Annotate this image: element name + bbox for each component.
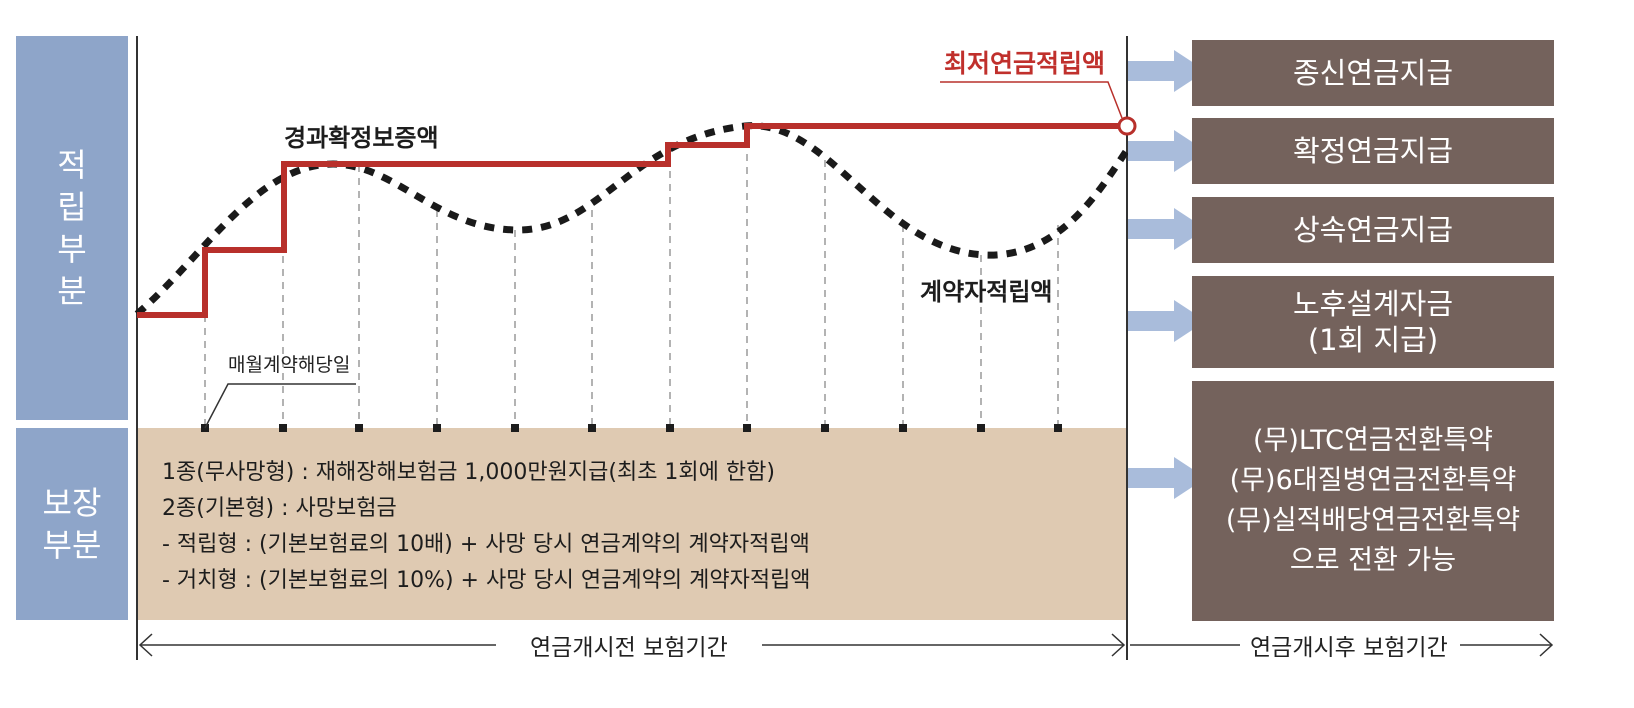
monthly-label-leader <box>204 383 356 429</box>
accumulation-char: 분 <box>57 272 87 310</box>
contractor-reserve-label: 계약자적립액 <box>920 278 1053 306</box>
payout-option-label: (무)실적배당연금전환특약 <box>1225 505 1521 536</box>
payout-option-label: 으로 전환 가능 <box>1289 545 1457 576</box>
min-annuity-reserve-label: 최저연금적립액 <box>944 49 1106 78</box>
accumulation-char: 립 <box>57 188 87 226</box>
anniversary-marker <box>588 424 596 432</box>
accumulation-char: 적 <box>57 146 87 184</box>
arrow-right-icon <box>1128 208 1206 250</box>
min-reserve-marker <box>1117 116 1137 136</box>
guarantee-label-line: 보장 <box>42 484 102 522</box>
anniversary-marker <box>666 424 674 432</box>
anniversary-marker <box>355 424 363 432</box>
anniversary-marker <box>743 424 751 432</box>
payout-option-rider-conversion: (무)LTC연금전환특약 (무)6대질병연금전환특약 (무)실적배당연금전환특약… <box>1192 381 1554 621</box>
contractor-reserve-curve <box>134 122 1130 317</box>
arrow-right-icon <box>1128 50 1206 92</box>
guarantee-step-line <box>137 123 1127 318</box>
post-annuity-period-label: 연금개시후 보험기간 <box>1250 635 1448 661</box>
anniversary-marker <box>433 424 441 432</box>
min-reserve-leader <box>940 81 1123 119</box>
post-period-arrow-head <box>1539 633 1554 657</box>
anniversary-marker <box>1054 424 1062 432</box>
payout-option-inheritance: 상속연금지급 <box>1192 197 1554 263</box>
anniversary-marker <box>899 424 907 432</box>
payout-option-label: (무)6대질병연금전환특약 <box>1229 465 1517 496</box>
guarantee-line: - 적립형 : (기본보험료의 10배) + 사망 당시 연금계약의 계약자적립… <box>162 532 810 557</box>
payout-option-fixed: 확정연금지급 <box>1192 118 1554 184</box>
interim-guarantee-label: 경과확정보증액 <box>284 124 439 152</box>
pre-period-arrow-right <box>1111 633 1126 657</box>
arrow-right-icon <box>1128 457 1206 499</box>
arrow-right-icon <box>1128 300 1206 342</box>
anniversary-marker <box>977 424 985 432</box>
payout-option-label: 확정연금지급 <box>1292 134 1454 168</box>
monthly-gridlines <box>204 128 1059 428</box>
accumulation-part-label: 적 립 부 분 <box>16 36 128 420</box>
guarantee-line: - 거치형 : (기본보험료의 10%) + 사망 당시 연금계약의 계약자적립… <box>162 568 811 593</box>
anniversary-marker <box>279 424 287 432</box>
guarantee-label-line: 부분 <box>42 526 102 564</box>
payout-option-label: 노후설계자금 <box>1292 287 1454 321</box>
arrow-right-icon <box>1128 130 1206 172</box>
guarantee-line: 1종(무사망형) : 재해장해보험금 1,000만원지급(최초 1회에 한함) <box>162 460 775 485</box>
pre-annuity-period-label: 연금개시전 보험기간 <box>496 628 762 662</box>
guarantee-description: 1종(무사망형) : 재해장해보험금 1,000만원지급(최초 1회에 한함) … <box>162 455 811 599</box>
guarantee-part-label: 보장 부분 <box>16 428 128 620</box>
monthly-markers <box>201 424 1062 432</box>
guarantee-line: 2종(기본형) : 사망보험금 <box>162 496 397 521</box>
guarantee-area <box>138 428 1126 620</box>
anniversary-marker <box>511 424 519 432</box>
payout-option-label: (1회 지급) <box>1307 323 1439 357</box>
anniversary-marker <box>821 424 829 432</box>
payout-option-label: 종신연금지급 <box>1292 56 1454 90</box>
payout-option-lifetime: 종신연금지급 <box>1192 40 1554 106</box>
payout-option-label: (무)LTC연금전환특약 <box>1252 425 1494 456</box>
accumulation-char: 부 <box>57 230 87 268</box>
pre-period-arrow-left <box>138 633 153 657</box>
monthly-anniversary-label: 매월계약해당일 <box>228 354 351 376</box>
payout-option-label: 상속연금지급 <box>1292 213 1454 247</box>
payout-option-retirement-fund: 노후설계자금 (1회 지급) <box>1192 276 1554 368</box>
